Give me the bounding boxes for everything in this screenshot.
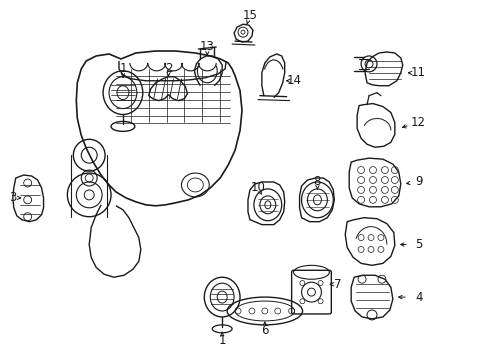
Text: 2: 2 [164,62,172,75]
Text: 9: 9 [414,175,422,189]
Text: 13: 13 [200,40,214,53]
Text: 14: 14 [286,74,302,87]
Text: 15: 15 [242,9,257,22]
Text: 1: 1 [218,334,225,347]
Text: 5: 5 [414,238,422,251]
Text: 6: 6 [261,324,268,337]
Text: 10: 10 [250,181,265,194]
Text: 7: 7 [333,278,340,291]
Text: 1: 1 [119,62,126,75]
Text: 12: 12 [410,116,425,129]
Text: 11: 11 [410,66,425,79]
Text: 8: 8 [313,175,321,189]
Text: 3: 3 [9,192,17,204]
Text: 4: 4 [414,291,422,303]
